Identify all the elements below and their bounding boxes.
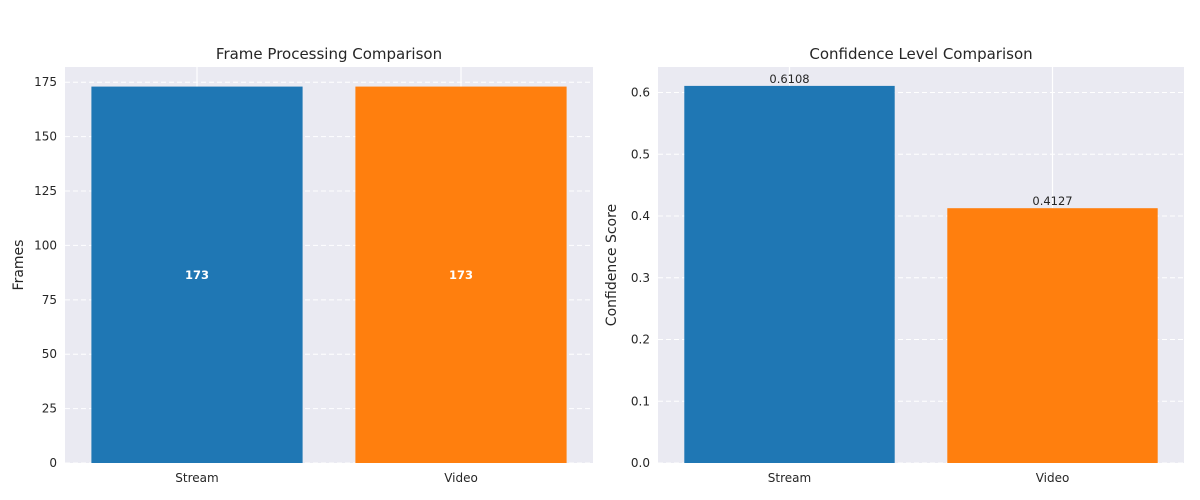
y-axis-label: Confidence Score [604,204,620,326]
y-tick-label: 50 [42,347,57,361]
y-tick-label: 0.6 [631,86,650,100]
y-tick-label: 0.0 [631,456,650,470]
y-tick-label: 0.1 [631,394,650,408]
x-tick-label: Video [444,471,478,485]
y-tick-label: 0.2 [631,333,650,347]
bar-video [947,208,1158,463]
bar-value-label: 0.6108 [769,72,809,86]
y-tick-label: 150 [34,130,57,144]
bar-value-label: 173 [449,268,473,282]
y-tick-label: 100 [34,238,57,252]
y-tick-label: 0.4 [631,209,650,223]
chart-title: Frame Processing Comparison [216,45,442,63]
bar-value-label: 0.4127 [1032,194,1072,208]
confidence-level-chart: 0.6108 0.4127 0.0 0.1 0.2 0.3 0.4 0.5 0.6 Stream V… [604,45,1184,485]
chart-title: Confidence Level Comparison [809,45,1032,63]
frame-processing-chart: 173 173 0 25 50 75 100 125 150 175 Stream Video Fram… [11,45,593,485]
y-tick-label: 0.3 [631,271,650,285]
bar-value-label: 173 [185,268,209,282]
x-tick-label: Stream [175,471,218,485]
x-tick-label: Video [1036,471,1070,485]
bar-video [355,86,567,463]
y-tick-label: 125 [34,184,57,198]
x-tick-label: Stream [768,471,811,485]
y-tick-label: 175 [34,75,57,89]
y-tick-label: 0.5 [631,147,650,161]
y-tick-label: 25 [42,402,57,416]
bar-stream [91,86,303,463]
y-tick-label: 0 [49,456,57,470]
bar-stream [684,85,895,463]
y-axis-label: Frames [11,240,27,291]
y-tick-label: 75 [42,293,57,307]
